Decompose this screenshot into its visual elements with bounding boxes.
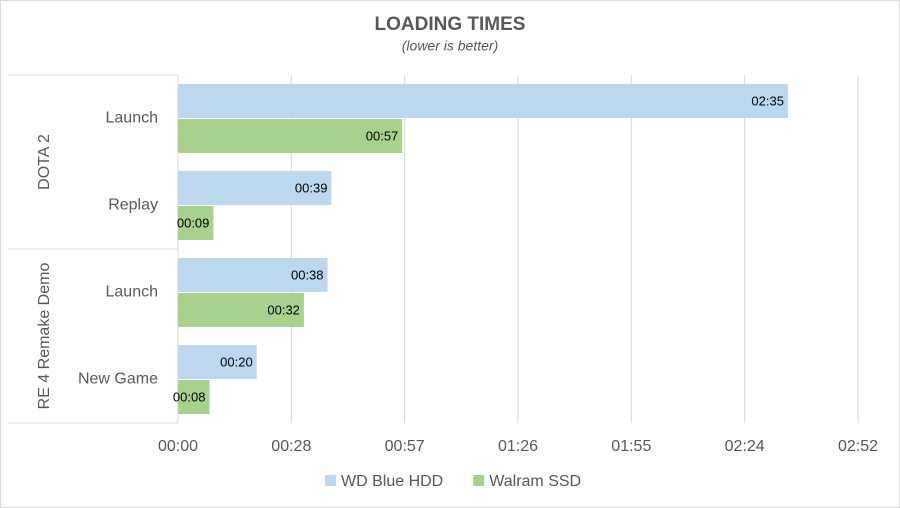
x-tick-label: 02:24	[725, 438, 765, 455]
data-label: 00:32	[267, 302, 300, 317]
data-label: 00:57	[366, 128, 399, 143]
chart-title: LOADING TIMES	[375, 14, 526, 35]
group-label: RE 4 Remake Demo	[36, 263, 53, 410]
legend-label: Walram SSD	[489, 473, 581, 490]
group-label: DOTA 2	[36, 134, 53, 190]
chart-subtitle: (lower is better)	[402, 38, 498, 54]
bar	[178, 171, 332, 205]
category-label: Launch	[106, 284, 159, 301]
legend-label: WD Blue HDD	[341, 473, 443, 490]
data-label: 00:38	[291, 267, 324, 282]
x-tick-label: 02:52	[838, 438, 878, 455]
bar	[178, 258, 328, 292]
data-label: 02:35	[751, 93, 784, 108]
category-label: Replay	[108, 197, 158, 214]
bar	[178, 119, 403, 153]
bar	[178, 293, 304, 327]
data-label: 00:39	[295, 180, 328, 195]
bar	[178, 380, 210, 414]
category-label: Launch	[106, 110, 159, 127]
x-tick-label: 00:00	[158, 438, 198, 455]
legend-swatch	[473, 475, 485, 486]
x-tick-label: 00:57	[385, 438, 425, 455]
bar	[178, 84, 788, 118]
x-tick-label: 00:28	[271, 438, 311, 455]
x-tick-label: 01:55	[611, 438, 651, 455]
data-label: 00:08	[173, 389, 206, 404]
data-label: 00:09	[177, 215, 210, 230]
bar	[178, 206, 214, 240]
data-label: 00:20	[220, 354, 253, 369]
category-label: New Game	[78, 371, 158, 388]
x-tick-label: 01:26	[498, 438, 538, 455]
legend-swatch	[325, 475, 336, 486]
bar	[178, 345, 257, 379]
